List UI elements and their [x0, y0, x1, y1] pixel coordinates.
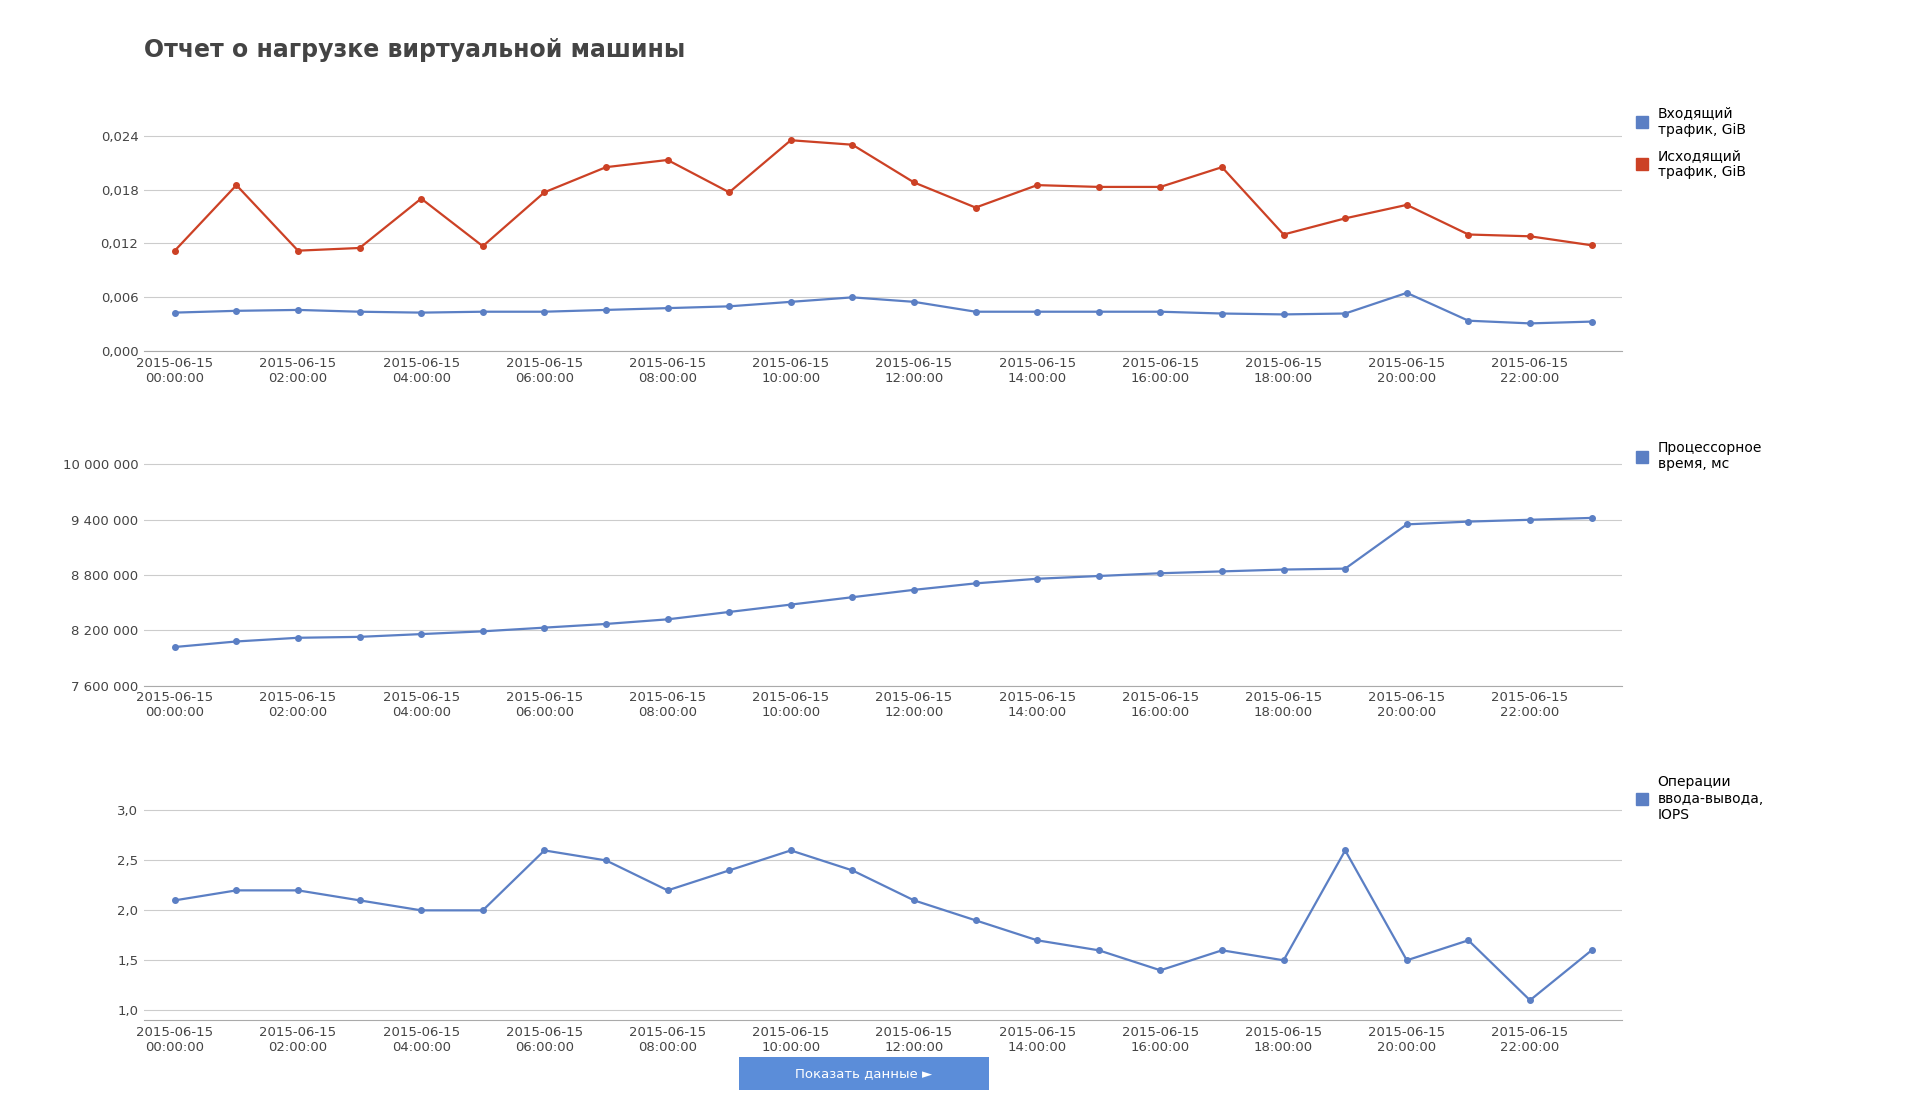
Legend: Входящий
трафик, GiB, Исходящий
трафик, GiB: Входящий трафик, GiB, Исходящий трафик, … — [1636, 106, 1745, 180]
Text: Отчет о нагрузке виртуальной машины: Отчет о нагрузке виртуальной машины — [144, 38, 685, 62]
Text: Показать данные ►: Показать данные ► — [795, 1067, 933, 1080]
Legend: Операции
ввода-вывода,
IOPS: Операции ввода-вывода, IOPS — [1636, 775, 1764, 822]
Legend: Процессорное
время, мс: Процессорное время, мс — [1636, 440, 1763, 472]
